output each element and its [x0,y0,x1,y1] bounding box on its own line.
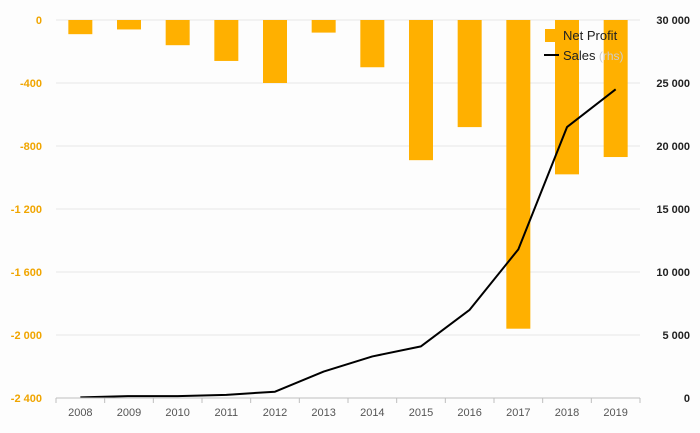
right-tick-label: 10 000 [656,267,690,279]
bar-net-profit-2017 [506,20,531,329]
bar-net-profit-2019 [603,20,628,158]
right-tick-label: 0 [684,393,690,405]
x-tick-label: 2011 [215,407,239,419]
left-axis: 0 -400 -800 -1 200 -1 600 -2 000 -2 400 [11,15,42,405]
right-axis: 0 5 000 10 000 15 000 20 000 25 000 30 000 [656,15,690,405]
left-tick-label: -400 [20,78,42,90]
right-tick-label: 20 000 [656,141,690,153]
x-tick-label: 2019 [603,407,627,419]
x-axis: 2008 2009 2010 2011 2012 2013 2014 2015 2016 2017… [55,397,641,419]
bar-net-profit-2018 [555,20,579,175]
left-tick-label: -2 400 [11,393,42,405]
right-tick-label: 15 000 [656,204,690,216]
x-tick-label: 2014 [360,407,384,419]
bar-net-profit-2010 [165,20,190,46]
left-tick-label: -1 600 [11,267,42,279]
x-tick-label: 2015 [409,407,433,419]
bar-net-profit-2011 [214,20,239,61]
sales-line [80,88,617,399]
bar-net-profit-2015 [409,20,433,161]
x-tick-label: 2012 [263,407,287,419]
x-tick-label: 2013 [311,407,335,419]
left-tick-label: -800 [20,141,42,153]
legend-label-sales-suffix: (rhs) [596,49,624,63]
x-tick-label: 2018 [555,407,579,419]
x-tick-label: 2008 [68,407,92,419]
sales-line-group [80,88,617,399]
gridlines [56,19,640,399]
x-tick-label: 2009 [117,407,141,419]
left-tick-label: -2 000 [11,330,42,342]
legend-swatch-net-profit [545,29,558,42]
right-tick-label: 30 000 [656,15,690,27]
bar-net-profit-2012 [263,20,287,83]
x-tick-label: 2016 [457,407,481,419]
right-tick-label: 5 000 [662,330,690,342]
left-tick-label: -1 200 [11,204,42,216]
bar-net-profit-2014 [360,20,385,68]
x-tick-label: 2017 [506,407,530,419]
legend-label-sales-name: Sales [563,48,596,63]
bar-net-profit-2008 [68,20,93,35]
x-tick-label: 2010 [165,407,189,419]
left-tick-label: 0 [36,15,42,27]
net-profit-bars [68,20,628,329]
bar-net-profit-2016 [457,20,482,128]
legend-label-net-profit: Net Profit [563,28,618,43]
bar-net-profit-2013 [311,20,336,33]
legend: Net Profit Sales (rhs) [544,28,624,63]
bar-net-profit-2009 [117,20,141,30]
right-tick-label: 25 000 [656,78,690,90]
legend-label-sales: Sales (rhs) [563,48,624,63]
